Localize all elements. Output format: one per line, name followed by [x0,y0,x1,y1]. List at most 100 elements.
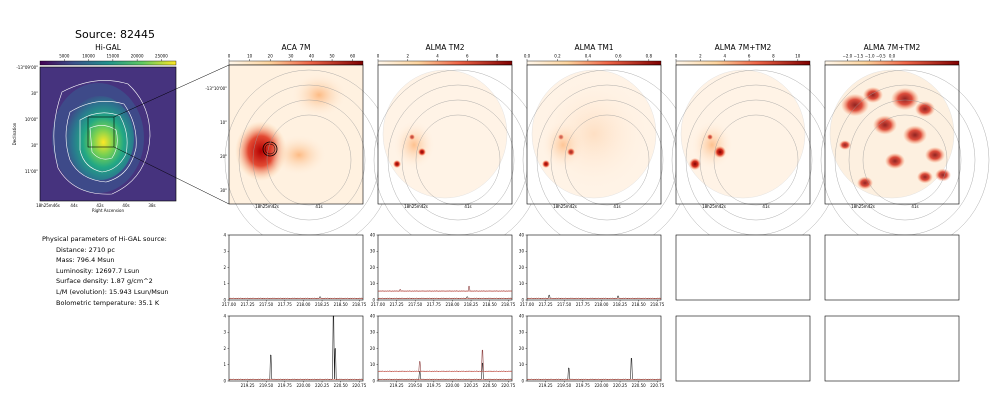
spectrum-row2-tm2: 219.25 219.50 219.75 220.00 220.25 220.50 220.… [370,313,516,388]
emission-clump [925,147,945,163]
spectrum-row2-aca: 219.25 219.50 219.75 220.00 220.25 220.50 220.… [223,313,366,388]
higal-colorbar [39,60,177,66]
spectrum-ytick-label: 30 [519,249,525,254]
emission-clump [891,87,919,111]
panel-title-alma-tm2: ALMA TM2 [425,43,465,52]
panel-title-aca-7m: ACA 7M [281,43,311,52]
map-xtick-label: 18h25m42s [553,204,577,209]
higal-cbar-tick-label: 5000 [59,54,70,59]
spectrum-xtick-label: 218.00 [296,302,310,307]
map-cbar-tick-label: 0.4 [585,54,592,59]
spectrum-ytick-label: 20 [370,346,376,351]
map-cbar-tick-label: 6 [466,54,469,59]
param-bolometric-temperature: Bolometric temperature: 35.1 K [56,298,160,307]
emission-clump [873,115,897,135]
map-cbar-tick-label: 40 [309,54,315,59]
spectrum-ytick-label: 40 [519,313,525,318]
spectrum-ytick-label: 10 [370,281,376,286]
spectrum-xtick-label: 218.50 [334,302,348,307]
spectrum-ytick-label: 40 [370,313,376,318]
spectrum-xtick-label: 220.75 [650,383,664,388]
emission-clump [935,168,951,182]
spectrum-xtick-label: 219.75 [427,383,441,388]
spectrum-xtick-label: 217.75 [278,302,292,307]
map-cbar-tick-label: 0.0 [889,54,896,59]
primary-beam-field [829,69,955,199]
emission-clump [841,93,869,117]
emission-peak [714,146,726,158]
spectrum-ytick-label: 0 [521,297,524,302]
spectrum-xtick-label: 220.25 [464,383,478,388]
spectrum-row1-tm1: 217.00 217.25 217.50 217.75 218.00 218.25 218.… [519,232,665,307]
spectrum-xtick-label: 218.00 [445,302,459,307]
spectrum-ytick-label: 0 [223,297,226,302]
emission-peak [418,148,426,156]
map-panel-1: 0 2 4 6 8 18h25m42s 41s [373,54,543,251]
spectrum-xtick-label: 218.75 [501,302,515,307]
spectrum-xtick-label: 219.50 [259,383,273,388]
map-cbar-tick-label: 6 [748,54,751,59]
param-mass: Mass: 796.4 Msun [56,256,115,265]
spectrum-row1-aca: 217.00 217.25 217.50 217.75 218.00 218.25 218.… [222,232,367,307]
spectrum-xtick-label: 218.25 [464,302,478,307]
spectrum-xtick-label: 219.75 [278,383,292,388]
map-cbar-tick-label: 60 [350,54,356,59]
map-cbar-tick-label: −2.0 [842,54,852,59]
spectrum-xtick-label: 219.50 [408,383,422,388]
spectrum-ytick-label: 4 [223,313,226,318]
map-cbar-tick-label: 0 [228,54,231,59]
spectrum-ytick-label: 10 [370,362,376,367]
map-cbar-tick-label: 10 [795,54,801,59]
map-colorbar [377,60,513,66]
higal-ytick-label: 30" [31,143,38,148]
spectrum-ytick-label: 0 [223,378,226,383]
higal-xlabel: Right Ascension [92,208,124,213]
map-cbar-tick-label: 10 [247,54,253,59]
spectrum-xtick-label: 218.25 [315,302,329,307]
spectrum-xtick-label: 217.75 [427,302,441,307]
map-colorbar [675,60,811,66]
spectrum-xtick-label: 220.50 [483,383,497,388]
spectrum-xtick-label: 218.50 [483,302,497,307]
spectrum-xtick-label: 219.25 [241,383,255,388]
map-colorbar [526,60,662,66]
map-cbar-tick-label: −0.5 [876,54,886,59]
spectrum-ytick-label: 2 [223,346,226,351]
map-cbar-tick-label: −1.5 [854,54,864,59]
map-cbar-tick-label: 8 [772,54,775,59]
map-cbar-tick-label: 8 [496,54,499,59]
spectrum-xtick-label: 218.00 [594,302,608,307]
empty-spectrum-panel [675,234,811,301]
higal-cbar-tick-label: 20000 [131,54,144,59]
spectrum-xtick-label: 220.50 [334,383,348,388]
emission-clump [915,101,935,117]
spectrum-ytick-label: 40 [370,232,376,237]
spectrum-xtick-label: 218.25 [613,302,627,307]
map-cbar-tick-label: 0.8 [646,54,653,59]
higal-emission-core [66,96,134,180]
map-xtick-label: 41s [762,204,769,209]
emission-clump [839,140,851,150]
spectrum-ytick-label: 4 [223,232,226,237]
spectrum-ytick-label: 30 [370,249,376,254]
map-panel-4: −2.0 −1.5 −1.0 −0.5 0.0 18h25m42s 41s [820,54,990,251]
higal-contours [53,80,151,195]
spectrum-xtick-label: 219.75 [576,383,590,388]
spectrum-xtick-label: 217.00 [222,302,236,307]
panel-title-alma-tm1: ALMA TM1 [574,43,614,52]
higal-title: Hi-GAL [95,43,121,52]
spectrum-ytick-label: 1 [223,281,226,286]
spectrum-ytick-label: 1 [223,362,226,367]
map-xtick-label: 18h25m42s [255,204,279,209]
map-xtick-label: 41s [911,204,918,209]
map-ytick-label: 10" [220,120,227,125]
map-ytick-label: 20" [220,154,227,159]
spectrum-ytick-label: 0 [372,297,375,302]
higal-ytick-label: -13°09'00" [16,65,38,70]
physical-parameters: Physical parameters of Hi-GAL source: Di… [42,234,169,308]
map-panel-3: 0 2 4 6 8 10 18h25m42s 41s [671,54,841,251]
emission-clump [903,125,927,145]
map-cbar-tick-label: 0 [377,54,380,59]
map-cbar-tick-label: 0 [675,54,678,59]
